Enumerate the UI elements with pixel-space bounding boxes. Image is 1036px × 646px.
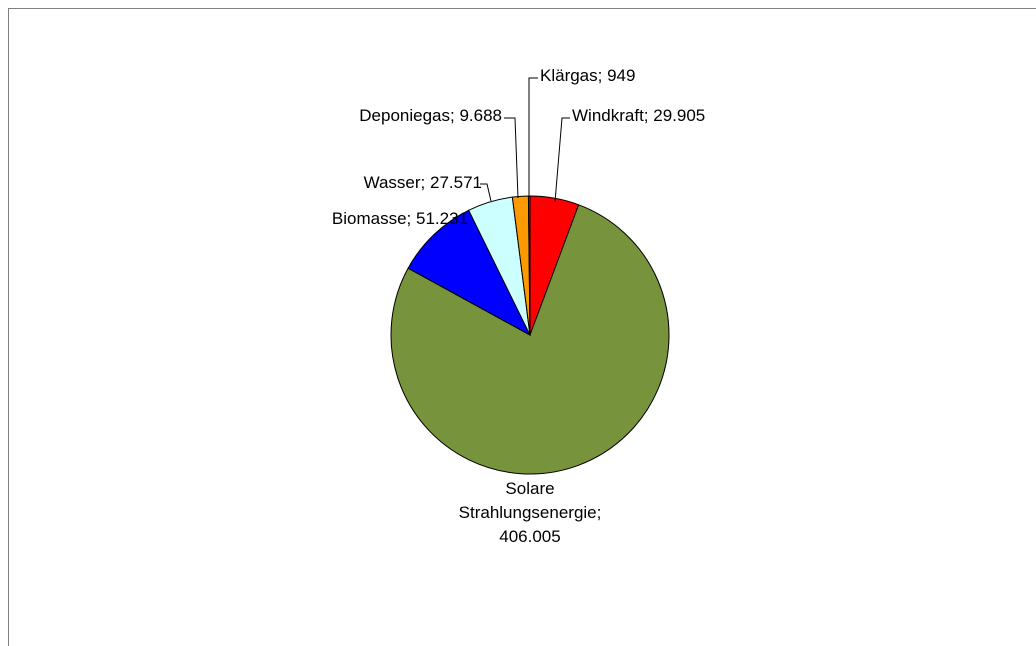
data-label: Klärgas; 949 [540,66,635,85]
leader-line [480,183,492,202]
pie-slice [407,209,532,337]
leader-line [528,77,538,197]
pie-slice [390,204,670,475]
data-label: Wasser; 27.571 [364,173,482,192]
data-label: Biomasse; 51.231 [332,209,468,228]
data-label: Solare Strahlungsenergie; 406.005 [459,479,602,546]
data-label: Windkraft; 29.905 [572,106,705,125]
leader-line [504,117,519,199]
data-label: Deponiegas; 9.688 [359,106,502,125]
leader-line [554,117,570,203]
